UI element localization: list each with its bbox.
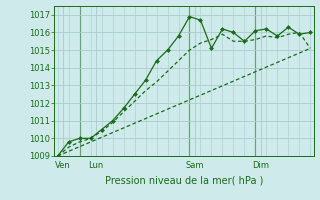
X-axis label: Pression niveau de la mer( hPa ): Pression niveau de la mer( hPa ) — [105, 175, 263, 185]
